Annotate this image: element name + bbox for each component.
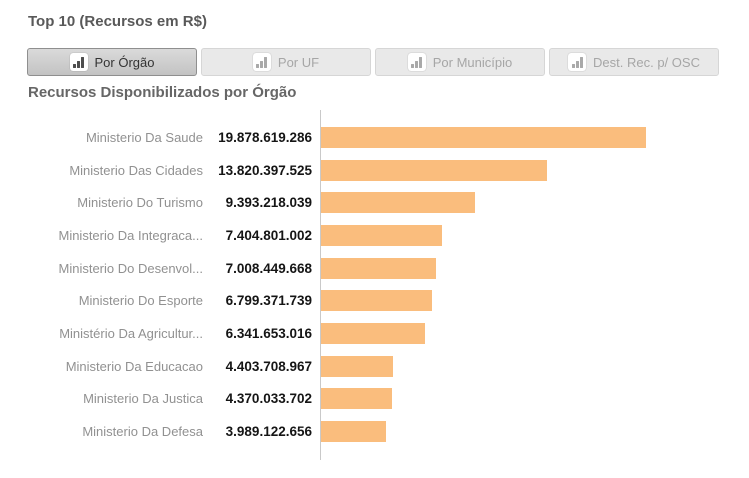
chart-bar[interactable] bbox=[321, 159, 547, 181]
category-label: Ministerio Da Educacao bbox=[65, 358, 203, 374]
chart-row: Ministerio Do Desenvol... 7.008.449.668 bbox=[0, 252, 749, 285]
chart-row: Ministerio Da Educacao 4.403.708.967 bbox=[0, 350, 749, 383]
page-title: Top 10 (Recursos em R$) bbox=[28, 13, 207, 30]
value-label: 7.404.801.002 bbox=[225, 227, 312, 243]
chart-row: Ministerio Do Esporte 6.799.371.739 bbox=[0, 284, 749, 317]
tab-por-municipio[interactable]: Por Município bbox=[375, 48, 545, 76]
chart-bar[interactable] bbox=[321, 355, 393, 377]
chart-row: Ministério Da Agricultur... 6.341.653.01… bbox=[0, 317, 749, 350]
chart-row: Ministerio Da Justica 4.370.033.702 bbox=[0, 383, 749, 416]
category-label: Ministerio Do Desenvol... bbox=[58, 260, 204, 276]
chart-row: Ministerio Da Defesa 3.989.122.656 bbox=[0, 415, 749, 448]
chart-bar[interactable] bbox=[321, 322, 425, 344]
value-label: 7.008.449.668 bbox=[225, 260, 312, 276]
category-label: Ministerio Da Saude bbox=[85, 129, 203, 145]
tab-label: Dest. Rec. p/ OSC bbox=[593, 54, 700, 70]
value-label: 3.989.122.656 bbox=[225, 424, 312, 440]
category-label: Ministerio Do Esporte bbox=[78, 293, 203, 309]
chart-rows: Ministerio Da Saude 19.878.619.286 Minis… bbox=[0, 121, 749, 448]
chart-bar[interactable] bbox=[321, 257, 436, 279]
chart-bar[interactable] bbox=[321, 421, 386, 443]
tab-dest-rec-p-osc[interactable]: Dest. Rec. p/ OSC bbox=[549, 48, 719, 76]
value-label: 6.341.653.016 bbox=[225, 325, 312, 341]
category-label: Ministerio Das Cidades bbox=[69, 162, 203, 178]
category-label: Ministerio Da Defesa bbox=[82, 424, 203, 440]
tab-label: Por UF bbox=[277, 54, 320, 70]
bar-chart-icon bbox=[252, 53, 271, 71]
value-label: 19.878.619.286 bbox=[218, 129, 312, 145]
bar-chart-icon bbox=[568, 53, 587, 71]
value-label: 13.820.397.525 bbox=[218, 162, 312, 178]
chart-row: Ministerio Do Turismo 9.393.218.039 bbox=[0, 186, 749, 219]
category-label: Ministerio Do Turismo bbox=[77, 195, 203, 211]
tab-label: Por Órgão bbox=[94, 54, 155, 70]
category-label: Ministério Da Agricultur... bbox=[59, 325, 203, 341]
chart-bar[interactable] bbox=[321, 388, 392, 410]
bar-chart-icon bbox=[407, 53, 426, 71]
chart-bar[interactable] bbox=[321, 290, 432, 312]
category-label: Ministerio Da Justica bbox=[83, 391, 203, 407]
value-label: 6.799.371.739 bbox=[225, 293, 312, 309]
value-label: 4.403.708.967 bbox=[225, 358, 312, 374]
chart-bar[interactable] bbox=[321, 224, 442, 246]
tab-label: Por Município bbox=[432, 54, 513, 70]
chart-row: Ministerio Da Saude 19.878.619.286 bbox=[0, 121, 749, 154]
tab-por-orgao[interactable]: Por Órgão bbox=[27, 48, 197, 76]
value-label: 9.393.218.039 bbox=[225, 195, 312, 211]
bar-chart-icon bbox=[69, 53, 88, 71]
chart-title: Recursos Disponibilizados por Órgão bbox=[28, 84, 297, 101]
chart-bar[interactable] bbox=[321, 192, 475, 214]
category-label: Ministerio Da Integraca... bbox=[58, 227, 203, 243]
tab-por-uf[interactable]: Por UF bbox=[201, 48, 371, 76]
tab-bar: Por Órgão Por UF Por Município Dest. Rec… bbox=[27, 48, 719, 76]
value-label: 4.370.033.702 bbox=[225, 391, 312, 407]
chart-row: Ministerio Das Cidades 13.820.397.525 bbox=[0, 154, 749, 187]
chart-row: Ministerio Da Integraca... 7.404.801.002 bbox=[0, 219, 749, 252]
chart-bar[interactable] bbox=[321, 126, 646, 148]
y-axis-line bbox=[320, 110, 321, 460]
